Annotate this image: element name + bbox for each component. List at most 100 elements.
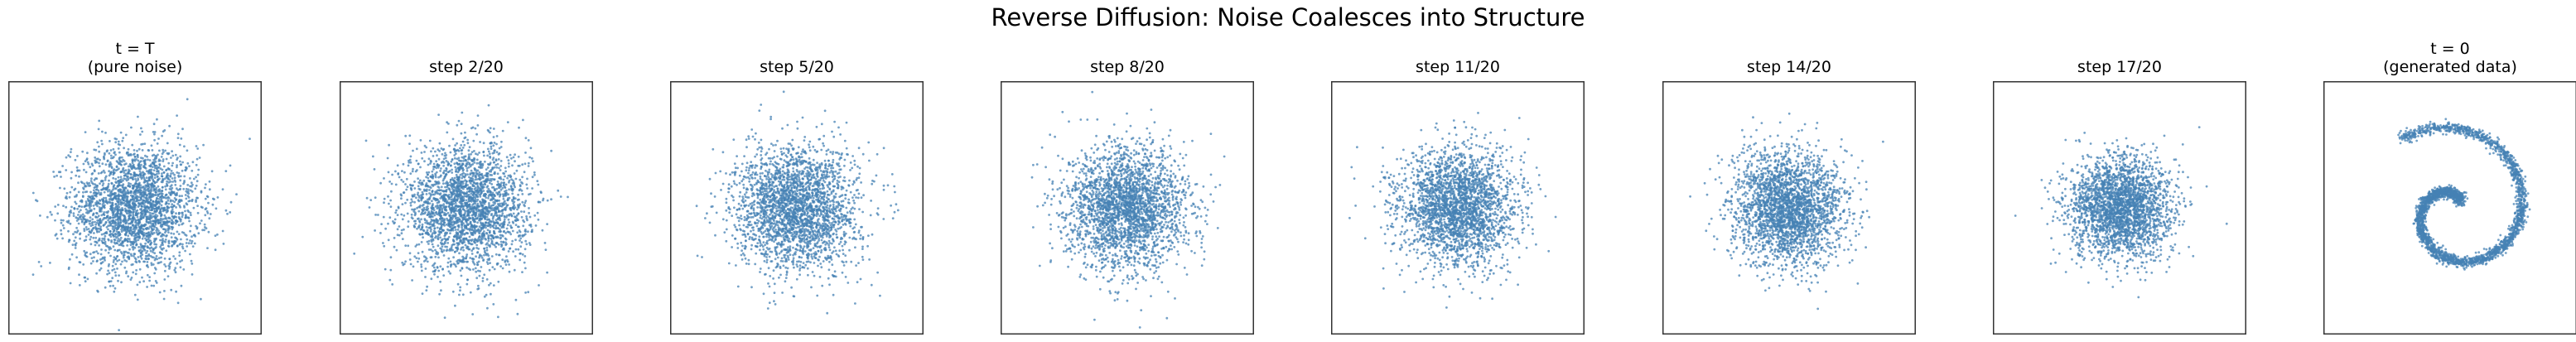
scatter-point (143, 142, 147, 145)
scatter-point (84, 280, 87, 283)
scatter-point (142, 185, 145, 188)
scatter-point (116, 225, 119, 229)
scatter-point (133, 200, 137, 203)
scatter-point (391, 173, 393, 176)
scatter-point (444, 208, 447, 211)
scatter-point (472, 248, 475, 250)
scatter-point (154, 216, 157, 219)
scatter-point (500, 202, 504, 205)
scatter-point (115, 160, 118, 162)
scatter-point (123, 238, 127, 241)
scatter-point (445, 160, 448, 162)
scatter-point (164, 238, 167, 241)
scatter-point (455, 152, 457, 155)
scatter-point (77, 214, 80, 216)
scatter-point (70, 205, 73, 209)
scatter-point (124, 209, 128, 212)
scatter-point (71, 243, 75, 246)
scatter-point (186, 238, 189, 241)
scatter-point (150, 184, 153, 186)
scatter-point (438, 233, 441, 236)
scatter-point (460, 165, 463, 167)
scatter-point (117, 279, 119, 282)
scatter-point (427, 185, 429, 188)
scatter-point (485, 232, 489, 235)
scatter-point (485, 278, 489, 281)
scatter-point (487, 172, 490, 175)
scatter-point (480, 256, 484, 259)
scatter-point (421, 250, 424, 253)
scatter-point (104, 234, 107, 238)
scatter-point (168, 178, 171, 181)
scatter-point (176, 171, 179, 174)
scatter-point (436, 221, 439, 224)
scatter-point (168, 258, 171, 260)
scatter-point (397, 173, 400, 176)
scatter-point (460, 231, 463, 234)
scatter-point (98, 221, 101, 224)
scatter-point (505, 227, 509, 230)
scatter-point (445, 169, 448, 172)
scatter-point (170, 170, 173, 172)
scatter-point (501, 225, 504, 229)
scatter-point (495, 200, 499, 203)
scatter-point (124, 233, 128, 235)
scatter-point (109, 224, 113, 227)
scatter-point (116, 259, 119, 263)
scatter-point (500, 245, 503, 248)
scatter-point (485, 185, 489, 189)
scatter-point (133, 254, 135, 258)
scatter-point (514, 177, 518, 181)
scatter-point (445, 167, 448, 171)
scatter-point (171, 181, 175, 183)
scatter-point (473, 150, 475, 152)
scatter-point (131, 224, 134, 226)
scatter-point (146, 185, 148, 188)
scatter-point (157, 221, 160, 224)
scatter-point (216, 196, 219, 199)
scatter-point (128, 258, 131, 261)
scatter-point (450, 160, 453, 163)
scatter-point (428, 139, 432, 142)
scatter-point (156, 142, 159, 145)
scatter-point (165, 211, 168, 214)
scatter-point (122, 192, 125, 195)
scatter-point (456, 123, 459, 127)
scatter-point (93, 207, 96, 210)
scatter-point (466, 282, 469, 286)
scatter-point (195, 199, 198, 202)
scatter-point (140, 257, 143, 260)
scatter-point (118, 329, 121, 331)
scatter-point (102, 200, 104, 203)
scatter-point (101, 203, 104, 206)
scatter-point (101, 180, 104, 183)
scatter-point (80, 214, 83, 217)
scatter-point (167, 220, 171, 224)
scatter-point (136, 236, 139, 238)
scatter-point (164, 265, 167, 267)
scatter-point (461, 169, 465, 172)
scatter-point (486, 179, 490, 181)
scatter-point (517, 212, 520, 215)
scatter-point (129, 165, 132, 168)
scatter-point (89, 243, 93, 246)
scatter-point (116, 235, 119, 238)
scatter-point (61, 237, 64, 240)
scatter-point (492, 214, 495, 218)
scatter-point (486, 147, 490, 151)
scatter-point (458, 230, 461, 234)
scatter-point (176, 262, 179, 265)
scatter-point (177, 174, 180, 177)
scatter-point (140, 127, 142, 130)
scatter-point (125, 152, 128, 155)
scatter-point (152, 178, 155, 181)
scatter-point (488, 193, 491, 196)
scatter-point (528, 156, 531, 159)
scatter-point (125, 200, 128, 203)
scatter-point (152, 240, 156, 243)
scatter-point (116, 255, 119, 258)
scatter-point (439, 223, 442, 226)
scatter-point (520, 241, 523, 243)
scatter-point (204, 226, 206, 229)
scatter-point (421, 226, 424, 229)
